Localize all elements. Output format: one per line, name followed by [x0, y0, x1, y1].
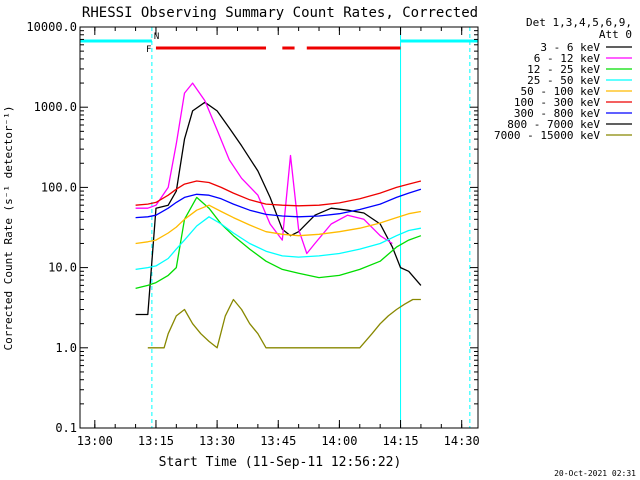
legend-header-line2: Att 0 — [599, 28, 632, 41]
y-tick-label: 1.0 — [55, 341, 77, 355]
chart-title: RHESSI Observing Summary Count Rates, Co… — [82, 5, 478, 21]
x-tick-label: 13:30 — [199, 434, 235, 448]
legend-header-line1: Det 1,3,4,5,6,9, — [526, 16, 632, 29]
x-tick-label: 14:15 — [382, 434, 418, 448]
series-line-2 — [135, 196, 422, 290]
series-line-1 — [135, 82, 393, 255]
x-tick-label: 13:15 — [138, 434, 174, 448]
series-line-3 — [135, 216, 422, 271]
x-tick-label: 13:45 — [260, 434, 296, 448]
series-line-6 — [135, 188, 422, 219]
footer-date: 20-Oct-2021 02:31 — [554, 469, 636, 478]
plot-frame — [79, 26, 479, 429]
legend-label: 100 - 300 keV — [514, 96, 600, 109]
flag-label: N — [154, 32, 159, 42]
y-tick-label: 0.1 — [55, 421, 77, 435]
x-axis-label: Start Time (11-Sep-11 12:56:22) — [159, 455, 402, 470]
legend-label: 6 - 12 keV — [534, 52, 601, 65]
legend-label: 800 - 7000 keV — [507, 118, 600, 131]
x-tick-label: 14:30 — [444, 434, 480, 448]
flag-label: F — [146, 45, 151, 55]
legend-label: 300 - 800 keV — [514, 107, 600, 120]
series-line-4 — [135, 204, 422, 245]
x-tick-label: 14:00 — [321, 434, 357, 448]
y-tick-label: 1000.0 — [34, 100, 77, 114]
series-line-0 — [135, 101, 422, 316]
legend-label: 25 - 50 keV — [527, 74, 600, 87]
y-tick-label: 100.0 — [41, 180, 77, 194]
series-line-8 — [147, 298, 421, 349]
legend-label: 3 - 6 keV — [540, 41, 600, 54]
legend-label: 12 - 25 keV — [527, 63, 600, 76]
y-axis-label: Corrected Count Rate (s⁻¹ detector⁻¹) — [2, 105, 15, 350]
y-tick-label: 10.0 — [48, 261, 77, 275]
legend-label: 50 - 100 keV — [521, 85, 601, 98]
y-tick-label: 10000.0 — [26, 20, 77, 34]
legend-label: 7000 - 15000 keV — [494, 129, 600, 142]
series-line-5 — [135, 180, 422, 207]
x-tick-label: 13:00 — [77, 434, 113, 448]
